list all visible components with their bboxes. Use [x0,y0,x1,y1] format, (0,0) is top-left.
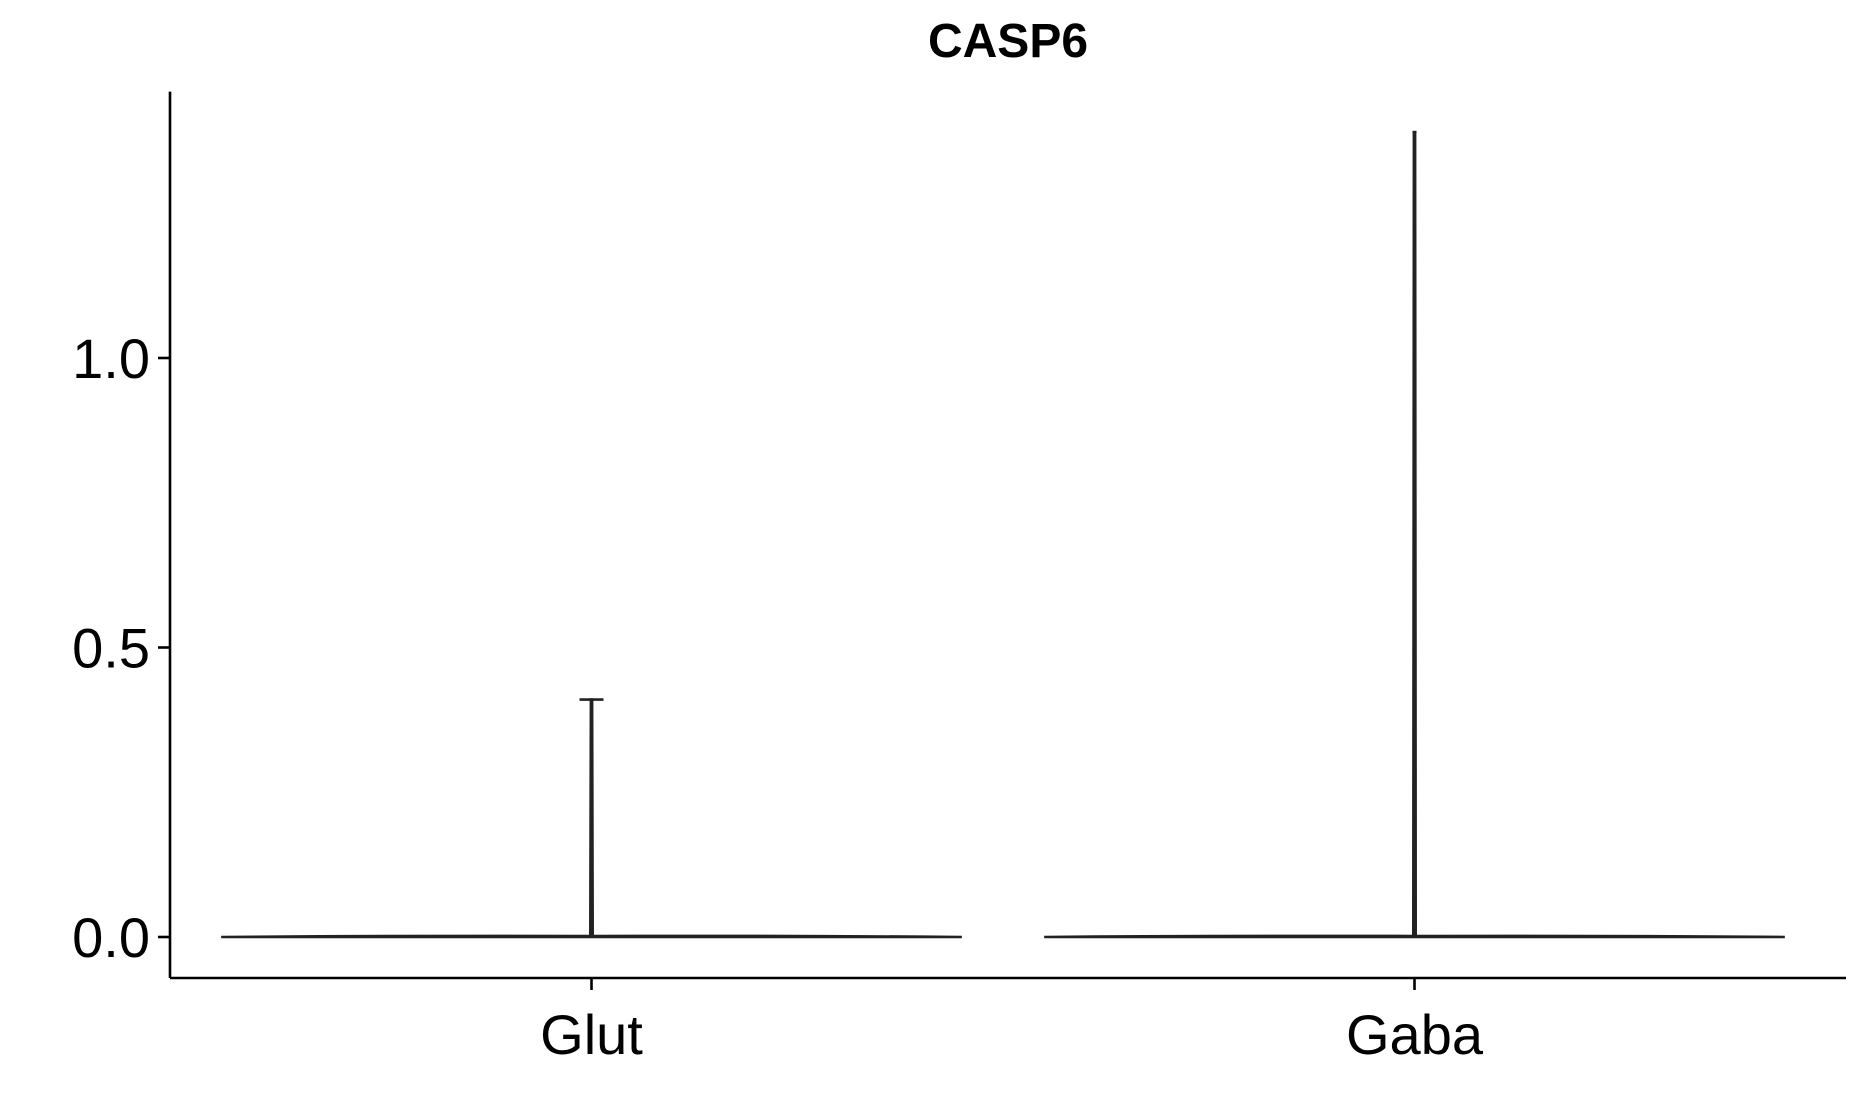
violin-body [221,698,962,939]
violin-body [1044,130,1785,939]
x-tick-label: Gaba [1346,1003,1484,1066]
y-tick-label: 0.0 [72,906,150,969]
chart-title: CASP6 [928,15,1088,68]
y-tick-label: 0.5 [72,617,150,680]
axes [168,91,1846,980]
violin-glut [221,698,962,939]
x-ticks: Glut Gaba [540,978,1484,1066]
y-ticks: 0.0 0.5 1.0 [72,327,170,969]
x-tick-label: Glut [540,1003,643,1066]
violin-gaba [1044,130,1785,939]
y-tick-label: 1.0 [72,327,150,390]
plot-marks [221,130,1785,939]
